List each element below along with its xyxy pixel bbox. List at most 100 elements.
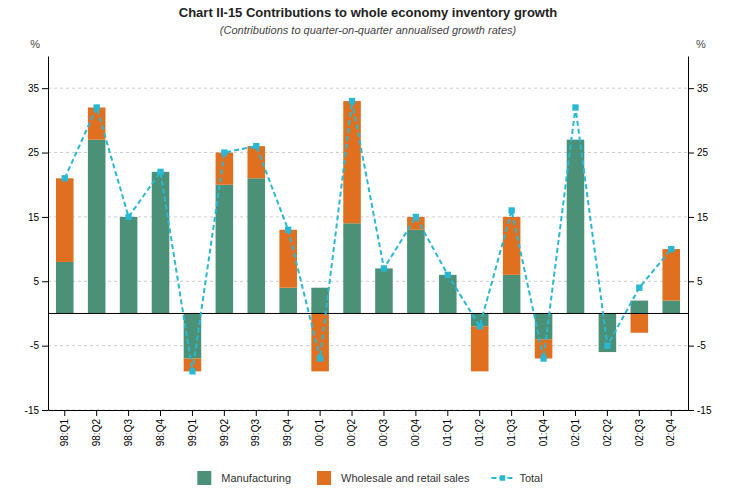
- tick-label: 98:Q1: [59, 419, 70, 447]
- tick-mark: [320, 410, 321, 416]
- marker: [221, 149, 227, 155]
- marker: [157, 169, 163, 175]
- tick: 98:Q3: [123, 410, 134, 446]
- tick-mark: [64, 410, 65, 416]
- tick-label: 25: [697, 147, 709, 158]
- tick-label: 02:Q3: [634, 419, 645, 447]
- tick-label: 00:Q2: [346, 419, 357, 447]
- tick: 01:Q1: [442, 410, 453, 446]
- marker: [668, 246, 674, 252]
- bar: [56, 178, 74, 262]
- legend-label: Manufacturing: [221, 472, 291, 484]
- bar: [311, 288, 329, 314]
- tick-label: 01:Q2: [474, 419, 485, 447]
- tick-mark: [479, 410, 480, 416]
- tick-label: 5: [33, 276, 39, 287]
- legend-symbol: [500, 475, 505, 480]
- bar: [631, 301, 649, 314]
- tick-label: 99:Q2: [219, 419, 230, 447]
- axis-line: [49, 410, 689, 411]
- marker: [413, 214, 419, 220]
- tick-label: 99:Q1: [187, 419, 198, 447]
- tick-mark: [688, 217, 694, 218]
- legend-symbol: [197, 471, 211, 485]
- marker: [604, 342, 610, 348]
- tick-mark: [511, 410, 512, 416]
- bar: [439, 275, 457, 314]
- bar: [279, 288, 297, 314]
- tick-label: 15: [697, 212, 709, 223]
- tick-label: -15: [25, 405, 40, 416]
- tick: 15: [28, 212, 48, 223]
- tick: 99:Q4: [282, 410, 293, 446]
- marks: [48, 98, 688, 375]
- tick: 02:Q2: [602, 410, 613, 446]
- tick-mark: [96, 410, 97, 416]
- bar-series: [56, 101, 680, 371]
- axis-label: %: [696, 38, 706, 50]
- tick: 02:Q3: [634, 410, 645, 446]
- tick-label: 35: [697, 83, 709, 94]
- tick-label: 98:Q2: [91, 419, 102, 447]
- tick-label: 98:Q3: [123, 419, 134, 447]
- tick: -5: [30, 340, 48, 351]
- tick: 99:Q1: [187, 410, 198, 446]
- tick: 01:Q3: [506, 410, 517, 446]
- tick-mark: [575, 410, 576, 416]
- tick-mark: [688, 346, 694, 347]
- marker: [381, 265, 387, 271]
- tick-label: -5: [30, 340, 39, 351]
- tick-label: 5: [697, 276, 703, 287]
- bar: [248, 178, 266, 313]
- bar: [120, 217, 138, 314]
- legend-label: Wholesale and retail sales: [341, 472, 470, 484]
- bar: [567, 140, 585, 314]
- marker: [477, 323, 483, 329]
- bar: [662, 249, 680, 300]
- tick-mark: [688, 153, 694, 154]
- legend: Manufacturing Wholesale and retail sales T…: [197, 471, 542, 485]
- tick-label: 00:Q3: [378, 419, 389, 447]
- subtitle: (Contributions to quarter-on-quarter ann…: [220, 24, 517, 36]
- bar: [375, 268, 393, 313]
- tick-label: 00:Q4: [410, 419, 421, 447]
- y2-axis: -15-55152535: [688, 57, 712, 416]
- grid-line: [48, 345, 688, 346]
- tick-mark: [128, 410, 129, 416]
- tick-mark: [42, 88, 48, 89]
- grid-line: [48, 88, 688, 89]
- tick-mark: [639, 410, 640, 416]
- bar: [248, 146, 266, 178]
- bar: [311, 313, 329, 371]
- tick-label: 15: [28, 212, 40, 223]
- tick-mark: [383, 410, 384, 416]
- marker: [125, 214, 131, 220]
- tick-label: 35: [28, 83, 40, 94]
- tick: 5: [688, 276, 703, 287]
- tick-mark: [688, 410, 694, 411]
- tick-label: 01:Q1: [442, 419, 453, 447]
- legend-item: Wholesale and retail sales: [317, 471, 470, 485]
- tick-label: 01:Q3: [506, 419, 517, 447]
- marker: [94, 104, 100, 110]
- marker: [253, 143, 259, 149]
- legend-item: Total: [491, 472, 542, 484]
- tick-mark: [42, 281, 48, 282]
- bar: [662, 301, 680, 314]
- baseline: [48, 313, 688, 314]
- tick-label: 99:Q3: [250, 419, 261, 447]
- marker: [540, 355, 546, 361]
- tick-mark: [352, 410, 353, 416]
- axis-line: [48, 57, 49, 411]
- tick: 02:Q4: [665, 410, 676, 446]
- tick: 00:Q2: [346, 410, 357, 446]
- bar-series: [56, 140, 680, 359]
- marker: [189, 368, 195, 374]
- tick: 35: [28, 83, 48, 94]
- tick-label: 00:Q1: [314, 419, 325, 447]
- tick: 99:Q3: [250, 410, 261, 446]
- marker: [349, 98, 355, 104]
- marker: [317, 355, 323, 361]
- tick-mark: [543, 410, 544, 416]
- tick: 00:Q1: [314, 410, 325, 446]
